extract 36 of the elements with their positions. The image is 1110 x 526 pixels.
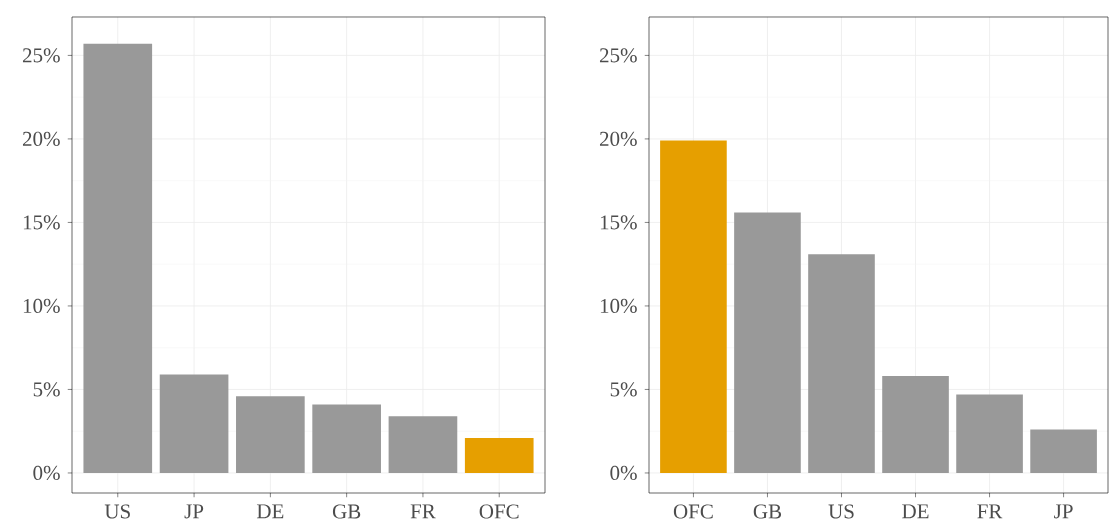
x-tick-label: OFC	[673, 504, 713, 519]
x-tick-label: US	[828, 504, 854, 519]
y-tick-label: 0%	[33, 465, 60, 481]
y-tick-label: 10%	[600, 298, 637, 314]
y-tick-label: 25%	[599, 48, 637, 63]
y-tick-label: 25%	[22, 48, 60, 63]
y-tick-label: 0%	[610, 465, 637, 481]
x-tick-label: US	[104, 504, 130, 519]
x-tick-label: FR	[977, 504, 1003, 519]
bar	[1030, 429, 1097, 473]
x-tick-label: OFC	[479, 504, 519, 519]
y-tick-label: 10%	[23, 298, 60, 314]
bar	[236, 396, 305, 473]
x-tick-label: DE	[902, 504, 929, 519]
bar	[734, 212, 801, 473]
bar	[388, 416, 458, 473]
x-tick-label: DE	[256, 504, 284, 519]
x-tick-label: GB	[332, 504, 361, 519]
x-tick-label: JP	[184, 504, 204, 519]
y-tick-label: 15%	[600, 215, 637, 230]
y-tick-label: 15%	[23, 215, 60, 230]
bar	[882, 376, 949, 473]
bar	[312, 404, 381, 473]
y-tick-label: 20%	[599, 131, 637, 147]
x-tick-label: JP	[1054, 504, 1073, 519]
bar	[83, 43, 153, 473]
bar	[660, 140, 727, 473]
bar	[808, 254, 875, 473]
bar	[464, 437, 534, 473]
y-tick-label: 5%	[33, 382, 60, 397]
y-tick-label: 5%	[610, 382, 637, 397]
y-tick-label: 20%	[22, 131, 60, 147]
bar	[159, 374, 229, 473]
x-tick-label: FR	[410, 504, 436, 519]
x-tick-label: GB	[753, 504, 782, 519]
bar	[956, 394, 1023, 473]
